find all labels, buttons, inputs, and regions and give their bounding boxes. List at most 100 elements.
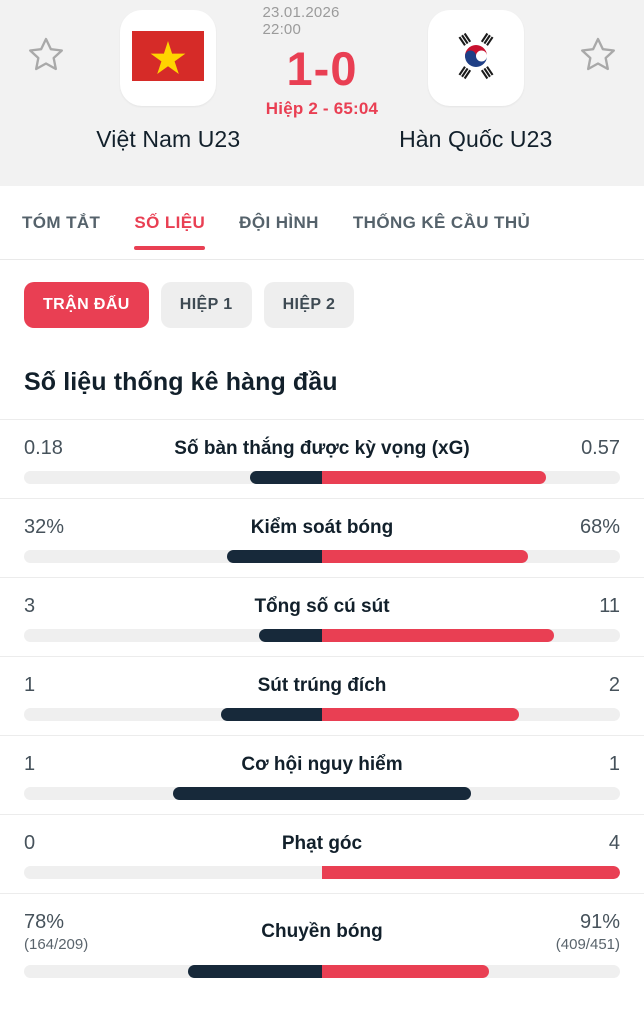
- stat-bar-away-fill: [322, 787, 471, 800]
- stat-bar-track: [24, 866, 620, 879]
- south-korea-flag-icon: [439, 30, 512, 86]
- away-team-crest: [427, 10, 524, 106]
- chip-hiep-1[interactable]: HIỆP 1: [160, 282, 252, 328]
- away-team-block[interactable]: Hàn Quốc U23: [382, 0, 570, 153]
- stat-values: 32% Kiểm soát bóng 68%: [24, 515, 620, 540]
- stat-values: 0.18 Số bàn thắng được kỳ vọng (xG) 0.57: [24, 436, 620, 461]
- chip-hiep-2[interactable]: HIỆP 2: [263, 282, 355, 328]
- stat-bar-track: [24, 550, 620, 563]
- stat-values: 0 Phạt góc 4: [24, 831, 620, 856]
- stat-bar-away-fill: [322, 471, 546, 484]
- stat-bar-away-half: [322, 471, 620, 484]
- stat-row: 1 Sút trúng đích 2: [0, 656, 644, 735]
- stat-away-value: 91% (409/451): [500, 910, 620, 955]
- stat-label: Số bàn thắng được kỳ vọng (xG): [174, 437, 470, 459]
- stat-bar-home-half: [24, 629, 322, 642]
- stat-row: 78% (164/209) Chuyền bóng 91% (409/451): [0, 893, 644, 992]
- stat-away-value: 4: [608, 832, 620, 854]
- stat-bar-home-fill: [226, 550, 322, 563]
- scoreline: 1-0: [286, 42, 358, 95]
- match-center-block: 23.01.2026 22:00 1-0 Hiệp 2 - 65:04: [262, 0, 381, 119]
- stat-home-value: 1: [24, 674, 36, 696]
- stat-bar-track: [24, 964, 620, 978]
- star-outline-icon: [578, 34, 618, 74]
- stat-row: 0 Phạt góc 4: [0, 814, 644, 893]
- kickoff-datetime: 23.01.2026 22:00: [262, 4, 340, 38]
- stat-away-value: 0.57: [581, 437, 620, 459]
- stat-bar-home-half: [24, 787, 322, 800]
- stat-bar-track: [24, 708, 620, 721]
- stat-values: 1 Cơ hội nguy hiểm 1: [24, 752, 620, 777]
- stat-bar-track: [24, 471, 620, 484]
- stat-home-subvalue: (164/209): [24, 936, 89, 953]
- stat-bar-home-half: [24, 964, 322, 978]
- home-team-name: Việt Nam U23: [96, 126, 241, 152]
- favorite-away-button[interactable]: [570, 26, 626, 82]
- stat-bar-track: [24, 629, 620, 642]
- stat-home-value: 78% (164/209): [24, 910, 144, 955]
- stat-bar-away-half: [322, 866, 620, 879]
- stat-values: 78% (164/209) Chuyền bóng 91% (409/451): [24, 910, 620, 955]
- stat-away-value: 1: [608, 753, 620, 775]
- stat-bar-away-half: [322, 550, 620, 563]
- stat-home-value: 3: [24, 595, 36, 617]
- stat-bar-away-half: [322, 629, 620, 642]
- stat-bar-away-fill: [322, 629, 555, 642]
- vietnam-flag-icon: [132, 30, 205, 86]
- stat-row: 3 Tổng số cú sút 11: [0, 577, 644, 656]
- stat-bar-home-fill: [187, 964, 322, 978]
- match-period-clock: Hiệp 2 - 65:04: [265, 99, 379, 119]
- away-team-name: Hàn Quốc U23: [399, 126, 553, 152]
- stat-home-value: 0.18: [24, 437, 63, 459]
- stat-row: 1 Cơ hội nguy hiểm 1: [0, 735, 644, 814]
- stats-section-title: Số liệu thống kê hàng đầu: [24, 368, 338, 396]
- stat-values: 1 Sút trúng đích 2: [24, 673, 620, 698]
- stat-away-value: 68%: [579, 516, 620, 538]
- stat-bar-home-fill: [250, 471, 322, 484]
- stat-label: Cơ hội nguy hiểm: [241, 753, 403, 775]
- tab-doi-hinh[interactable]: ĐỘI HÌNH: [239, 212, 319, 232]
- tab-so-lieu[interactable]: SỐ LIỆU: [134, 186, 205, 259]
- favorite-home-button[interactable]: [18, 26, 74, 82]
- stat-bar-away-fill: [322, 708, 519, 721]
- stat-label: Sút trúng đích: [257, 674, 387, 696]
- stat-home-value: 1: [24, 753, 36, 775]
- stat-label: Chuyền bóng: [261, 921, 383, 943]
- stat-label: Kiểm soát bóng: [250, 516, 394, 538]
- stat-home-value: 0: [24, 832, 36, 854]
- stat-bar-away-half: [322, 787, 620, 800]
- stat-label: Phạt góc: [281, 832, 363, 854]
- stat-label: Tổng số cú sút: [254, 595, 390, 617]
- home-team-crest: [120, 10, 217, 106]
- stat-bar-away-fill: [322, 550, 528, 563]
- stat-bar-home-half: [24, 866, 322, 879]
- chip-tran-dau[interactable]: TRẬN ĐẤU: [24, 282, 149, 328]
- stat-values: 3 Tổng số cú sút 11: [24, 594, 620, 619]
- stat-bar-away-half: [322, 964, 620, 978]
- stat-bar-home-half: [24, 708, 322, 721]
- stat-home-value: 32%: [24, 516, 65, 538]
- tab-thong-ke-cau-thu[interactable]: THỐNG KÊ CẦU THỦ: [352, 212, 531, 232]
- stat-bar-home-fill: [173, 787, 322, 800]
- stat-away-value: 2: [608, 674, 620, 696]
- stat-bar-home-fill: [220, 708, 322, 721]
- period-filter-chips: TRẬN ĐẤU HIỆP 1 HIỆP 2: [0, 260, 644, 354]
- stat-away-value: 11: [599, 595, 620, 617]
- stat-bar-away-half: [322, 708, 620, 721]
- match-header: Việt Nam U23 23.01.2026 22:00 1-0 Hiệp 2…: [0, 0, 644, 186]
- stats-list: 0.18 Số bàn thắng được kỳ vọng (xG) 0.57 32…: [0, 419, 644, 992]
- section-tabs: TÓM TẮT SỐ LIỆU ĐỘI HÌNH THỐNG KÊ CẦU TH…: [0, 186, 644, 260]
- stat-bar-away-fill: [322, 866, 620, 879]
- tab-tom-tat[interactable]: TÓM TẮT: [22, 212, 101, 232]
- stat-away-subvalue: (409/451): [555, 936, 620, 953]
- stat-bar-away-fill: [322, 964, 489, 978]
- stat-bar-home-half: [24, 471, 322, 484]
- star-outline-icon: [26, 34, 66, 74]
- stat-row: 0.18 Số bàn thắng được kỳ vọng (xG) 0.57: [0, 419, 644, 498]
- stat-bar-home-fill: [259, 629, 322, 642]
- stat-bar-track: [24, 787, 620, 800]
- stat-row: 32% Kiểm soát bóng 68%: [0, 498, 644, 577]
- home-team-block[interactable]: Việt Nam U23: [74, 0, 262, 153]
- stat-bar-home-half: [24, 550, 322, 563]
